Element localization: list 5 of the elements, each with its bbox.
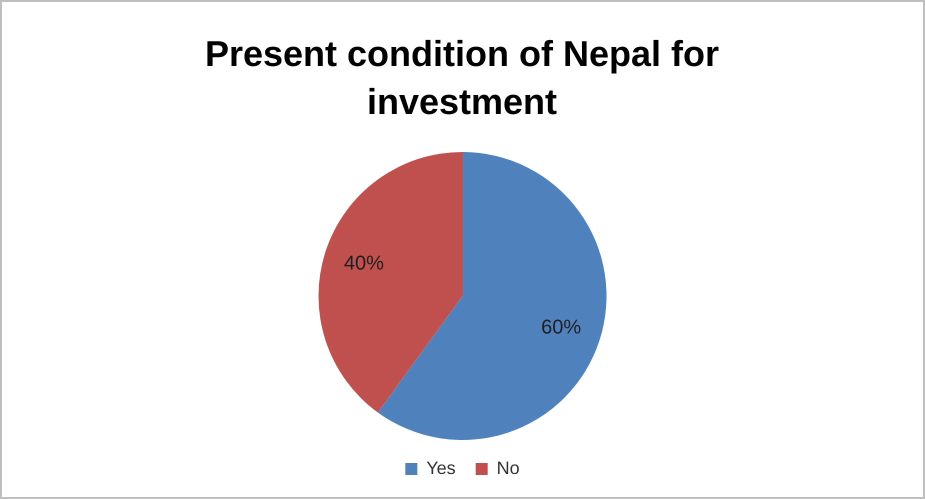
legend-label: No <box>496 458 520 478</box>
legend-label: Yes <box>426 458 456 478</box>
data-label: 40% <box>344 252 384 274</box>
data-label: 60% <box>541 316 582 339</box>
chart-title: Present condition of Nepal for investment <box>204 32 720 124</box>
